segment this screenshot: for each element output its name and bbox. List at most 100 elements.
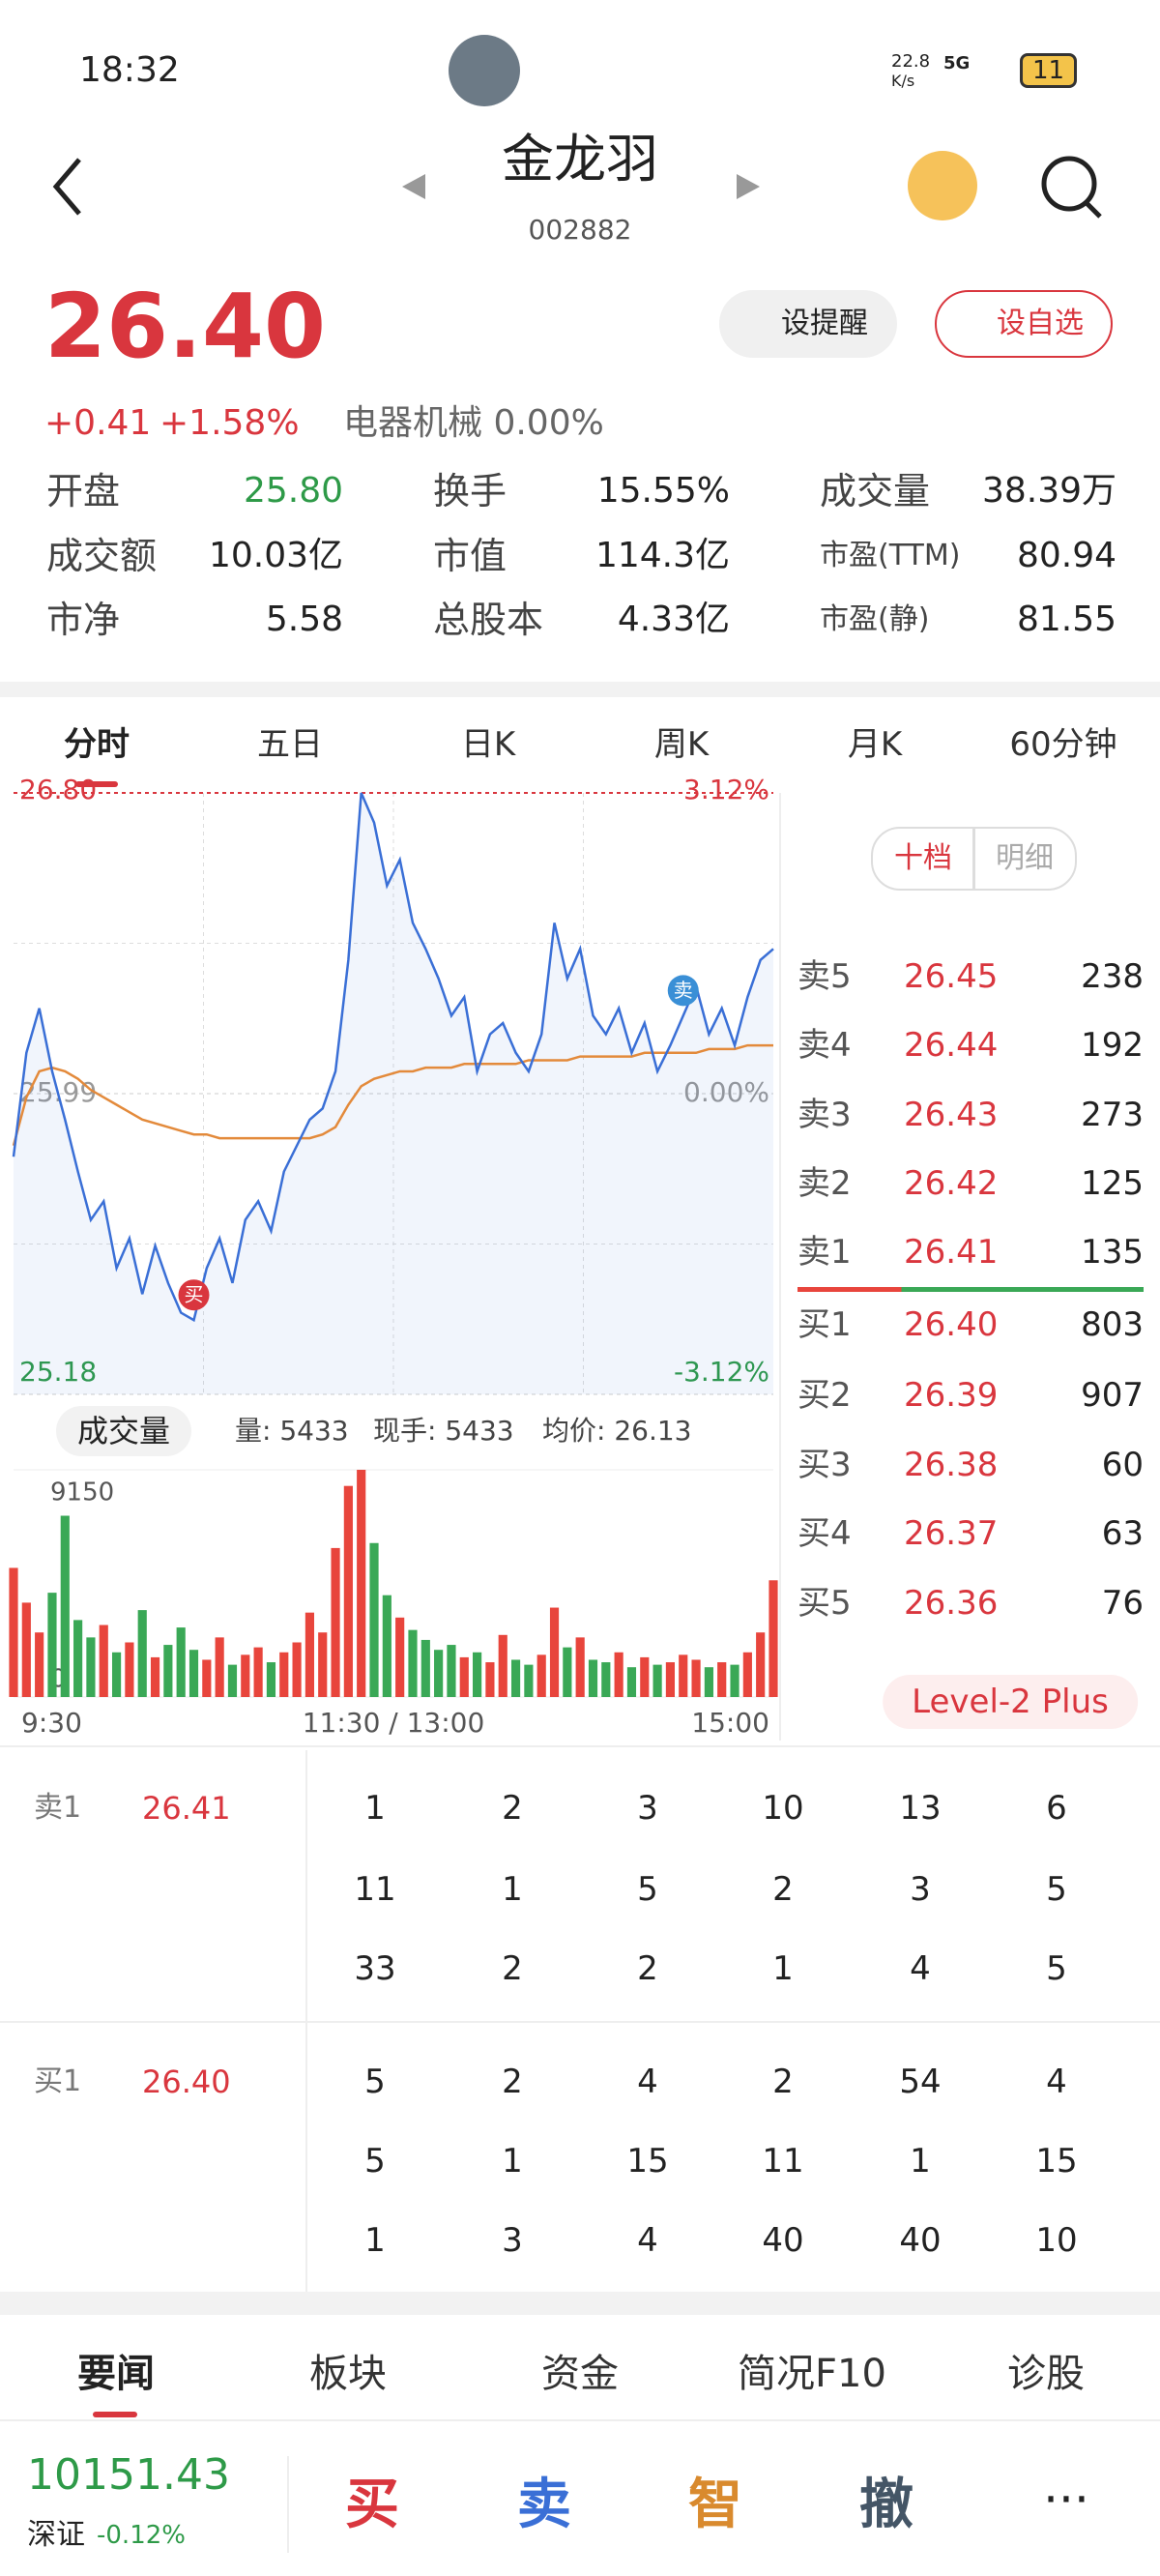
queue-order: 3 bbox=[637, 1789, 658, 1828]
book-volume: 238 bbox=[1081, 957, 1144, 996]
queue-order: 4 bbox=[1046, 2063, 1067, 2101]
tab[interactable]: 月K bbox=[847, 725, 903, 764]
queue-order: 54 bbox=[899, 2063, 942, 2101]
volume-hand: 现手: 5433 bbox=[373, 1415, 514, 1447]
divider bbox=[287, 2456, 289, 2553]
volume-bar bbox=[498, 1634, 508, 1697]
tab[interactable]: 分时 bbox=[64, 725, 130, 764]
mode-tab[interactable]: 十档 bbox=[871, 827, 975, 891]
avatar[interactable] bbox=[449, 35, 520, 106]
volume-bar bbox=[318, 1632, 328, 1697]
sell-marker-text: 卖 bbox=[674, 979, 693, 1002]
y-tick-label: 25.18 bbox=[19, 1356, 97, 1388]
search[interactable] bbox=[1041, 156, 1097, 212]
back[interactable] bbox=[52, 158, 81, 216]
book-price: 26.38 bbox=[904, 1446, 999, 1484]
book-price: 26.44 bbox=[904, 1026, 999, 1065]
queue-label: 买1 bbox=[34, 2064, 82, 2098]
queue-order: 1 bbox=[364, 2221, 386, 2260]
mode-tab[interactable]: 明细 bbox=[972, 827, 1077, 891]
volume-bar bbox=[717, 1662, 727, 1697]
book-divider bbox=[798, 1287, 1144, 1292]
book-price: 26.45 bbox=[904, 957, 999, 996]
speed-unit: K/s bbox=[891, 72, 915, 90]
stat-value: 5.58 bbox=[265, 600, 343, 639]
price-area bbox=[14, 793, 773, 1394]
book-price: 26.37 bbox=[904, 1514, 999, 1553]
queue-order: 4 bbox=[637, 2221, 658, 2260]
buy-marker bbox=[178, 1279, 210, 1311]
queue-order: 15 bbox=[626, 2142, 669, 2181]
queue-order: 1 bbox=[910, 2142, 931, 2181]
volume-bar bbox=[86, 1637, 96, 1697]
sell-marker bbox=[667, 975, 699, 1007]
book-price: 26.41 bbox=[904, 1233, 999, 1272]
stat-value: 4.33亿 bbox=[617, 600, 730, 639]
stat-value: 114.3亿 bbox=[594, 536, 730, 575]
action-button[interactable]: 撤 bbox=[859, 2473, 914, 2536]
buy-marker-text: 买 bbox=[185, 1283, 204, 1306]
queue-order: 10 bbox=[762, 1789, 804, 1828]
volume-bar bbox=[434, 1650, 444, 1697]
book-label: 买2 bbox=[798, 1376, 852, 1415]
book-label: 卖4 bbox=[798, 1026, 852, 1065]
action-button[interactable]: 卖 bbox=[517, 2473, 571, 2536]
sector[interactable]: 电器机械 0.00% bbox=[343, 403, 604, 443]
tab[interactable]: 日K bbox=[460, 725, 516, 764]
volume-bar bbox=[266, 1662, 276, 1697]
mascot[interactable] bbox=[908, 151, 977, 220]
volume-bar bbox=[588, 1659, 598, 1697]
news-tab[interactable]: 诊股 bbox=[1007, 2352, 1085, 2396]
next-stock[interactable] bbox=[737, 174, 760, 199]
volume-bar bbox=[395, 1617, 405, 1697]
volume-bar bbox=[447, 1645, 456, 1697]
news-tab[interactable]: 简况F10 bbox=[738, 2352, 886, 2396]
book-label: 卖2 bbox=[798, 1164, 852, 1203]
news-tab[interactable]: 资金 bbox=[541, 2352, 619, 2396]
volume-bar bbox=[601, 1662, 611, 1697]
prev-stock[interactable] bbox=[402, 174, 425, 199]
volume-bar bbox=[408, 1629, 418, 1697]
news-tab[interactable]: 要闻 bbox=[77, 2352, 155, 2396]
volume-bar bbox=[485, 1662, 495, 1697]
level2-button[interactable]: Level-2 Plus bbox=[883, 1675, 1138, 1729]
action-button[interactable]: 买 bbox=[345, 2473, 399, 2536]
volume-bar bbox=[9, 1567, 18, 1697]
clock: 18:32 bbox=[79, 50, 180, 90]
volume-avg: 均价: 26.13 bbox=[542, 1415, 692, 1447]
volume-bar bbox=[125, 1642, 134, 1697]
volume-selector[interactable]: 成交量 bbox=[55, 1406, 192, 1456]
book-price: 26.40 bbox=[904, 1305, 999, 1344]
tab[interactable]: 周K bbox=[653, 725, 710, 764]
header-icons bbox=[52, 151, 1102, 220]
alert-button[interactable]: 设提醒 bbox=[719, 290, 897, 358]
volume-bar bbox=[73, 1620, 83, 1697]
queue-order: 2 bbox=[772, 1870, 794, 1909]
tab[interactable]: 五日 bbox=[257, 725, 323, 764]
tab[interactable]: 60分钟 bbox=[1009, 725, 1117, 764]
book-volume: 76 bbox=[1101, 1584, 1144, 1623]
queue-order: 5 bbox=[1046, 1949, 1067, 1988]
volume-bar bbox=[549, 1607, 560, 1697]
queue-order: 1 bbox=[502, 1870, 523, 1909]
stock-name: 金龙羽 bbox=[502, 129, 658, 190]
tab-indicator bbox=[75, 781, 118, 787]
volume-bar bbox=[704, 1667, 713, 1697]
news-tab[interactable]: 板块 bbox=[309, 2352, 387, 2396]
stat-value: 81.55 bbox=[1016, 600, 1116, 639]
watch-button[interactable]: 设自选 bbox=[935, 290, 1113, 358]
volume-bar bbox=[188, 1650, 199, 1697]
volume-bar bbox=[730, 1664, 740, 1697]
volume-bar bbox=[163, 1645, 173, 1697]
queue-order: 10 bbox=[1035, 2221, 1078, 2260]
action-button[interactable]: 智 bbox=[688, 2473, 742, 2536]
divider bbox=[0, 2021, 1160, 2023]
battery: 11 bbox=[1020, 53, 1078, 88]
volume-bar bbox=[343, 1485, 353, 1697]
book-label: 买3 bbox=[798, 1446, 852, 1484]
time-label: 9:30 bbox=[21, 1707, 82, 1739]
stat-label: 换手 bbox=[433, 470, 508, 512]
price-line bbox=[12, 792, 774, 1323]
book-label: 买1 bbox=[798, 1305, 852, 1344]
more[interactable]: ··· bbox=[1043, 2472, 1089, 2528]
